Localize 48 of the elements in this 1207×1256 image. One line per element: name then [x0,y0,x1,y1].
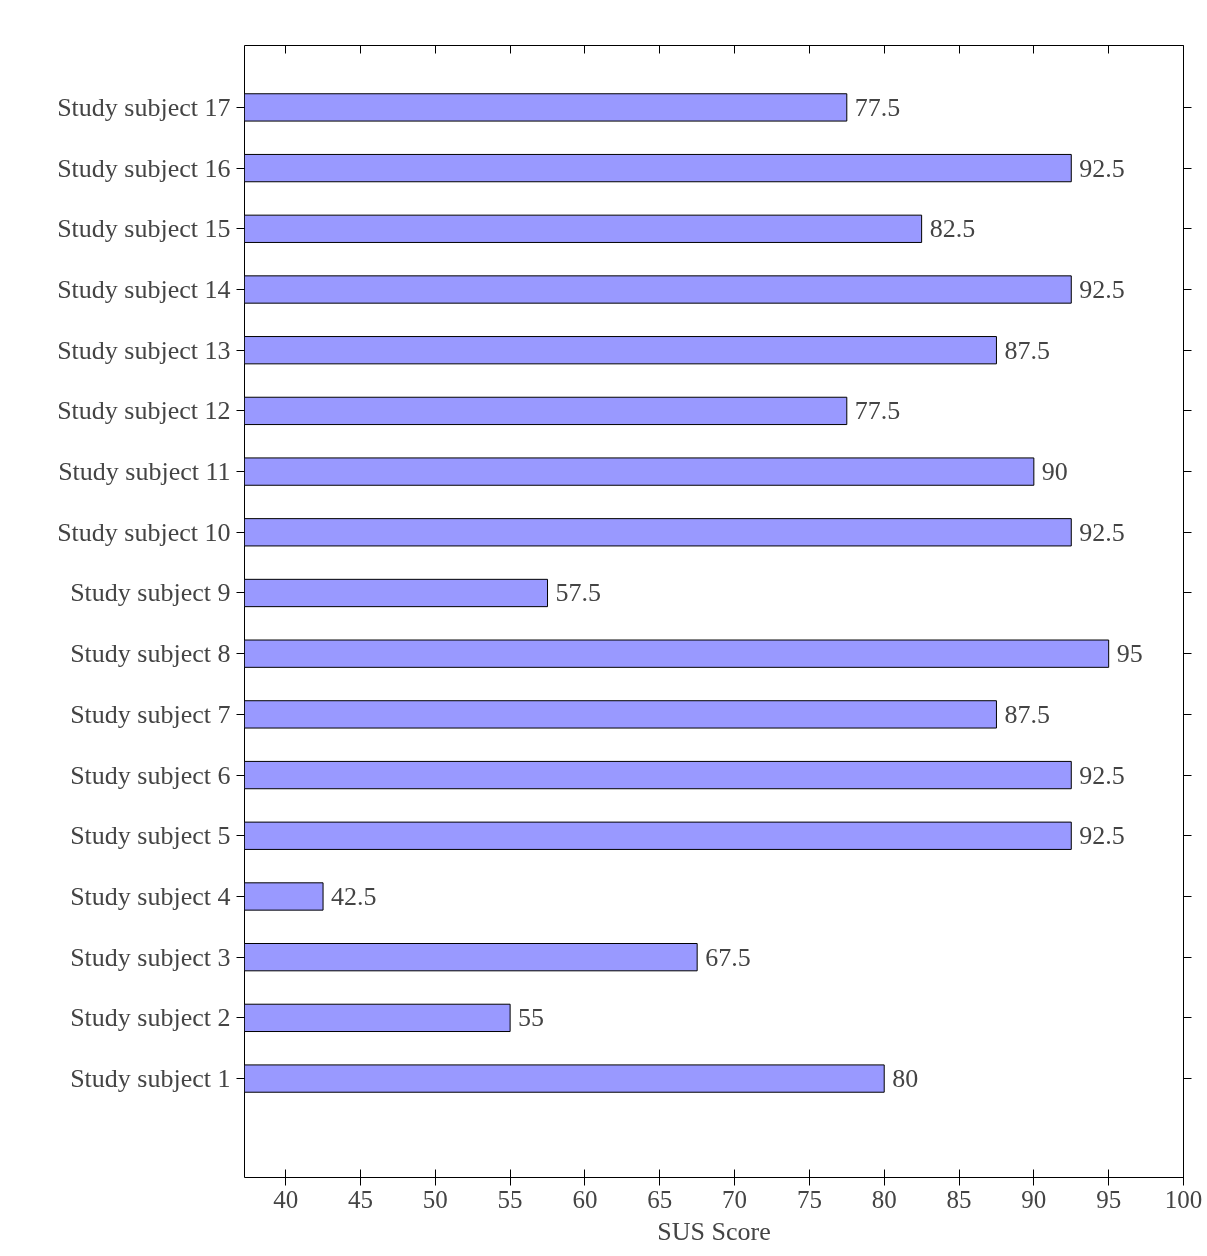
data-label: 57.5 [555,578,602,608]
x-tick-label: 95 [1096,1185,1122,1213]
data-label: 77.5 [854,92,901,122]
data-label: 92.5 [1079,821,1125,851]
y-tick-label: Study subject 4 [70,881,231,911]
x-tick-label: 90 [1021,1185,1047,1213]
data-label: 92.5 [1079,760,1125,790]
x-tick-label: 55 [497,1185,523,1213]
x-tick-label: 40 [273,1185,299,1213]
data-label: 90 [1041,457,1068,487]
y-tick-label: Study subject 11 [58,457,231,487]
x-tick-label: 45 [347,1185,373,1213]
data-label: 92.5 [1079,275,1125,304]
x-tick-label: 50 [422,1185,448,1213]
y-tick-label: Study subject 1 [70,1064,231,1094]
y-tick-label: Study subject 5 [70,821,231,851]
y-tick-label: Study subject 17 [57,92,231,122]
data-label: 67.5 [705,942,751,972]
y-tick-label: Study subject 15 [57,214,231,244]
data-label: 95 [1116,639,1143,669]
y-tick-label: Study subject 8 [70,639,231,669]
data-label: 82.5 [929,214,976,244]
data-label: 80 [892,1064,919,1094]
y-tick-label: Study subject 6 [70,760,231,790]
data-label: 55 [518,1003,545,1033]
data-label: 87.5 [1004,335,1050,365]
x-tick-label: 60 [572,1185,598,1213]
data-label: 92.5 [1079,153,1125,183]
x-tick-label: 70 [722,1185,748,1213]
y-tick-label: Study subject 14 [57,275,231,304]
y-tick-label: Study subject 9 [70,578,231,608]
x-axis-title: SUS Score [657,1216,771,1246]
x-tick-label: 80 [871,1185,897,1213]
y-tick-label: Study subject 3 [70,942,231,972]
y-tick-label: Study subject 13 [57,335,231,365]
y-tick-label: Study subject 16 [57,153,231,183]
y-tick-label: Study subject 7 [70,699,231,729]
data-label: 42.5 [331,881,377,911]
x-tick-label: 85 [946,1185,972,1213]
y-tick-label: Study subject 2 [70,1003,231,1033]
x-tick-label: 75 [796,1185,822,1213]
x-tick-label: 65 [647,1185,673,1213]
data-label: 87.5 [1004,699,1050,729]
data-label: 77.5 [854,396,901,426]
y-tick-label: Study subject 10 [57,517,231,547]
y-tick-label: Study subject 12 [57,396,231,426]
x-tick-label: 100 [1164,1185,1203,1213]
data-label: 92.5 [1079,517,1125,547]
